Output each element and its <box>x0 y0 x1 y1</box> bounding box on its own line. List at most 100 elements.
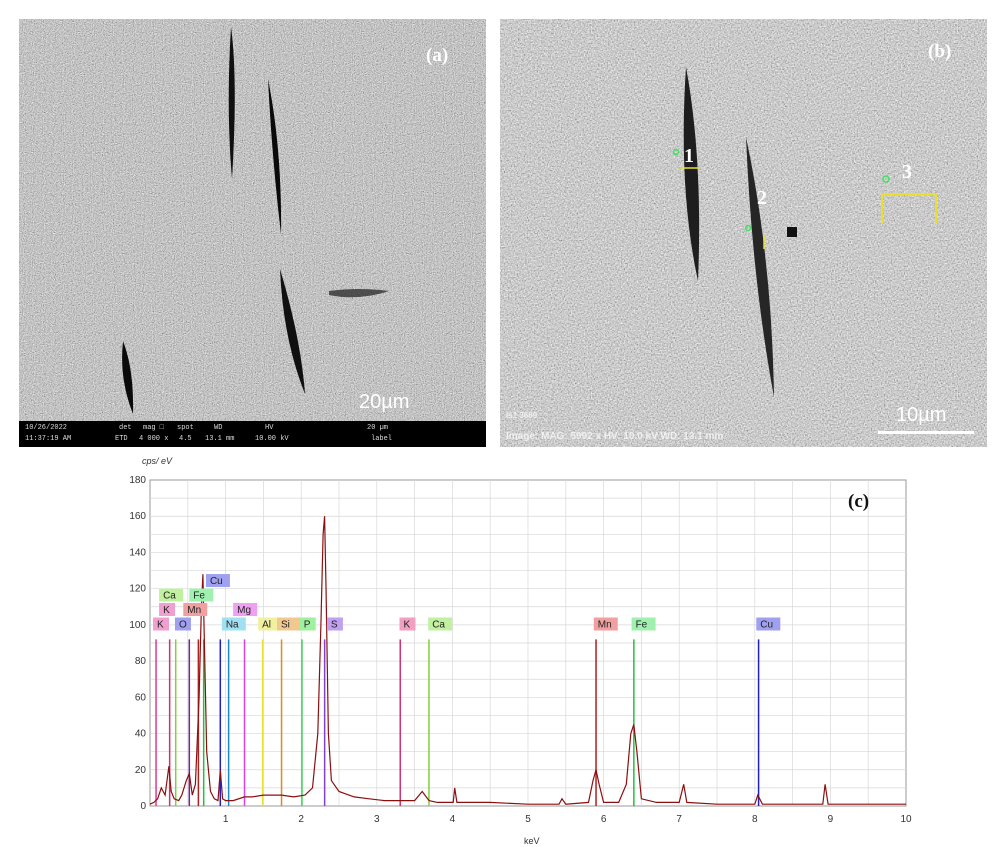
element-label-text: Ca <box>163 591 176 602</box>
y-tick-label: 80 <box>135 656 147 667</box>
region-label-3: 3 <box>902 161 912 183</box>
info-spot-value: 4.5 <box>179 435 192 443</box>
x-tick-label: 2 <box>298 814 304 825</box>
y-tick-label: 60 <box>135 692 147 703</box>
element-marker-lines <box>155 639 760 806</box>
info-hv-value: 10.00 kV <box>255 435 289 443</box>
element-label-bg <box>189 588 214 602</box>
scale-label-a: 20µm <box>359 391 410 413</box>
element-label-text: K <box>163 605 170 616</box>
element-label-bg <box>221 617 246 631</box>
info-time: 11:37:19 AM <box>25 435 72 443</box>
inclusion-1 <box>228 27 235 179</box>
sem-image-b: (b) 1 2 3 Is1 3669 Image: MAG: 5992 x HV… <box>500 19 987 447</box>
image-info-text: Image: MAG: 5992 x HV: 10.0 kV WD: 13.1 … <box>506 431 724 442</box>
element-label: Fe <box>189 588 214 602</box>
y-tick-label: 20 <box>135 765 147 776</box>
info-hv-header: HV <box>265 424 274 432</box>
element-label: Mn <box>593 617 618 631</box>
info-bar-text: 20 µm <box>367 424 389 432</box>
element-label: Cu <box>756 617 781 631</box>
x-tick-label: 10 <box>900 814 912 825</box>
element-label-bg <box>159 603 176 617</box>
element-label-text: Cu <box>210 576 223 587</box>
element-label-bg <box>153 617 170 631</box>
element-label-bg <box>428 617 453 631</box>
y-tick-label: 140 <box>129 547 146 558</box>
element-label-bg <box>631 617 656 631</box>
spectrum-line <box>149 516 906 805</box>
element-label: S <box>326 617 343 631</box>
info-label: label <box>371 435 393 443</box>
y-axis-label: cps/ eV <box>142 456 173 466</box>
y-tick-label: 0 <box>140 801 146 812</box>
element-label: Mn <box>183 603 208 617</box>
element-label: Cu <box>205 574 230 588</box>
scale-label-b: 10µm <box>896 404 947 426</box>
element-label-text: Fe <box>636 620 648 631</box>
element-label-text: Cu <box>760 620 773 631</box>
image-id-text: Is1 3669 <box>506 411 538 420</box>
element-label-text: O <box>179 620 187 631</box>
element-label-text: K <box>157 620 164 631</box>
info-spot-header: spot <box>177 424 194 432</box>
element-label: K <box>153 617 170 631</box>
inclusion-1 <box>683 67 700 281</box>
element-label-bg <box>399 617 416 631</box>
element-label-bg <box>756 617 781 631</box>
x-tick-label: 7 <box>676 814 682 825</box>
x-tick-label: 8 <box>752 814 758 825</box>
noise-layer <box>500 19 987 447</box>
x-tick-label: 3 <box>374 814 380 825</box>
panel-tag-a: (a) <box>426 45 449 66</box>
dark-particle <box>787 227 797 237</box>
spectrum-trace <box>149 516 906 805</box>
region-label-2: 2 <box>757 187 767 209</box>
region-2-dot <box>744 224 752 232</box>
element-label-text: P <box>304 620 311 631</box>
region-1-dot <box>672 148 680 156</box>
element-label-bg <box>326 617 343 631</box>
element-label-bg <box>233 603 258 617</box>
element-label-text: Al <box>262 620 271 631</box>
element-label: P <box>299 617 316 631</box>
element-label-text: Na <box>226 620 239 631</box>
element-label-text: Fe <box>193 591 205 602</box>
element-label-text: Ca <box>432 620 445 631</box>
info-wd-value: 13.1 mm <box>205 435 235 443</box>
element-label-text: Si <box>281 620 290 631</box>
element-label: K <box>159 603 176 617</box>
chart-panel-tag: (c) <box>848 491 869 512</box>
dark-streak <box>329 289 389 298</box>
element-label-bg <box>299 617 316 631</box>
element-label-text: S <box>331 620 338 631</box>
chart-grid <box>149 479 907 807</box>
sem-info-bar-a: 10/26/2022 11:37:19 AM det ETD mag □ 4 0… <box>19 421 486 447</box>
info-wd-header: WD <box>214 424 223 432</box>
x-tick-label: 6 <box>601 814 607 825</box>
info-det-header: det <box>119 424 132 432</box>
inclusion-3 <box>280 269 305 394</box>
y-tick-label: 180 <box>129 475 146 486</box>
sem-image-a: (a) 20µm 10/26/2022 11:37:19 AM det ETD … <box>19 19 486 447</box>
y-tick-label: 100 <box>129 620 146 631</box>
y-tick-label: 40 <box>135 729 147 740</box>
element-label: Fe <box>631 617 656 631</box>
inclusion-2 <box>268 79 282 234</box>
inclusion-4 <box>122 341 134 414</box>
element-label: Si <box>277 617 302 631</box>
element-label-text: Mg <box>237 605 251 616</box>
element-label: Mg <box>233 603 258 617</box>
region-3-dot <box>882 175 890 183</box>
info-mag-value: 4 000 x <box>139 435 169 443</box>
info-det-value: ETD <box>115 435 128 443</box>
info-mag-header: mag □ <box>143 424 165 432</box>
element-label-bg <box>159 588 184 602</box>
element-label-bg <box>174 617 191 631</box>
element-label: K <box>399 617 416 631</box>
x-axis-label: keV <box>524 836 540 846</box>
y-tick-label: 120 <box>129 584 146 595</box>
x-tick-label: 9 <box>828 814 834 825</box>
sem-texture-b <box>500 19 987 447</box>
panel-tag-b: (b) <box>928 41 952 62</box>
